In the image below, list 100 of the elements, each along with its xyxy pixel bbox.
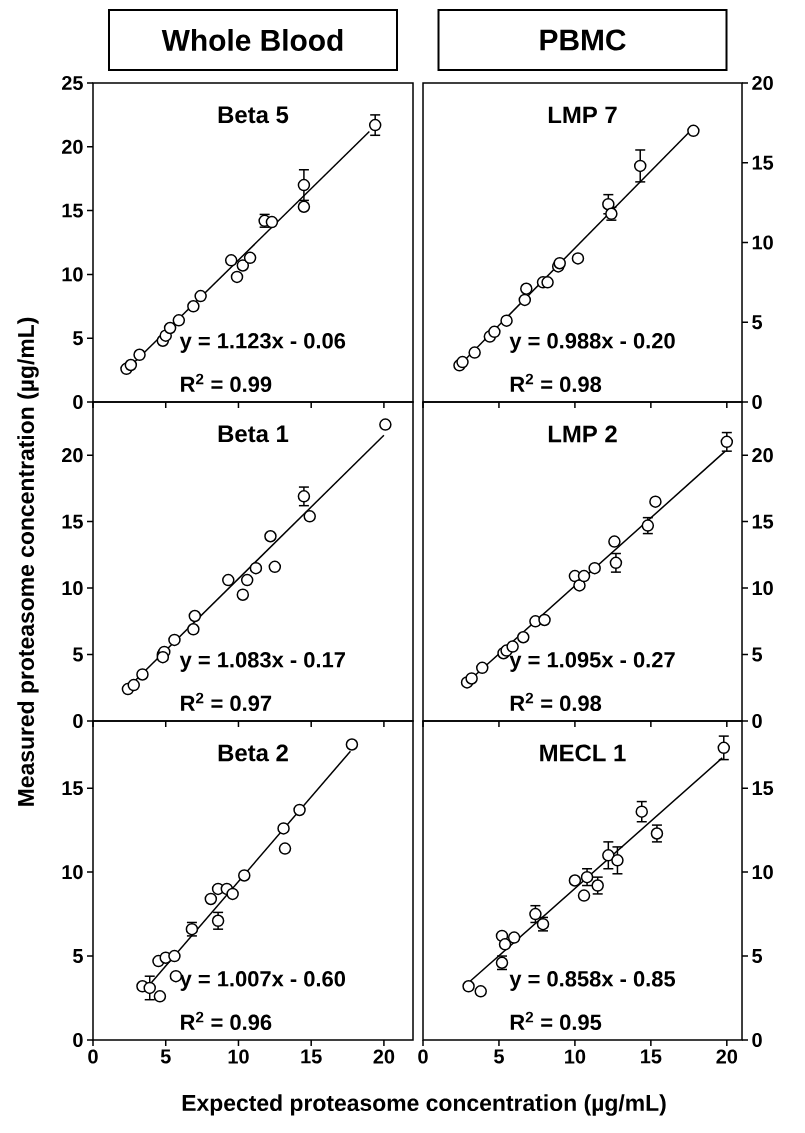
y-tick-label: 5 bbox=[73, 331, 83, 346]
annotation: y = 0.858x - 0.85 bbox=[509, 971, 676, 991]
point bbox=[602, 197, 615, 211]
y-tick-label: 5 bbox=[752, 315, 763, 330]
y-tick-label: 0 bbox=[73, 713, 83, 729]
y-tick-label: 10 bbox=[62, 267, 83, 282]
x-tick-label: 0 bbox=[418, 1049, 428, 1064]
text: MECL 1 bbox=[540, 744, 626, 762]
y-axis-title: Measured proteasome concentration (µg/mL) bbox=[17, 317, 39, 806]
y-tick-label: 5 bbox=[752, 949, 763, 963]
annotation: R$^{2}$ = 0.97 bbox=[181, 692, 272, 712]
point bbox=[517, 631, 530, 644]
annotation: R$^{2}$ = 0.98 bbox=[510, 692, 602, 712]
point bbox=[345, 738, 359, 751]
point bbox=[238, 869, 251, 882]
point bbox=[236, 588, 250, 601]
text: Beta 1 bbox=[218, 425, 289, 443]
point bbox=[500, 314, 513, 327]
text: Beta 2 bbox=[218, 744, 288, 762]
point bbox=[187, 300, 200, 313]
y-tick-label: 10 bbox=[62, 865, 83, 880]
point bbox=[297, 200, 311, 214]
y-tick-label: 15 bbox=[62, 781, 83, 796]
point bbox=[168, 949, 181, 963]
x-tick-label: 20 bbox=[373, 1049, 395, 1064]
point bbox=[127, 678, 140, 692]
y-tick-label: 0 bbox=[752, 394, 762, 410]
y-tick-label: 10 bbox=[752, 865, 773, 880]
x-tick-label: 10 bbox=[228, 1049, 249, 1064]
point bbox=[538, 613, 551, 627]
point bbox=[498, 938, 512, 951]
point bbox=[187, 623, 200, 636]
point bbox=[303, 510, 316, 523]
point bbox=[277, 822, 290, 835]
point bbox=[222, 573, 235, 587]
point bbox=[635, 805, 648, 818]
point bbox=[649, 495, 662, 508]
y-tick-label: 20 bbox=[62, 139, 83, 154]
point bbox=[204, 892, 218, 906]
y-tick-label: 10 bbox=[62, 581, 83, 596]
annotation: y = 1.123x - 0.06 bbox=[179, 333, 346, 353]
point bbox=[136, 668, 149, 681]
y-tick-label: 15 bbox=[62, 514, 83, 529]
y-tick-label: 20 bbox=[752, 75, 773, 91]
point bbox=[506, 640, 519, 653]
point bbox=[143, 981, 156, 995]
x-tick-label: 5 bbox=[494, 1049, 504, 1064]
y-tick-label: 5 bbox=[752, 647, 763, 662]
annotation: R$^{2}$ = 0.95 bbox=[510, 1011, 602, 1031]
y-tick-label: 5 bbox=[73, 647, 83, 662]
point bbox=[465, 672, 478, 685]
point bbox=[265, 215, 279, 229]
point bbox=[194, 289, 207, 303]
point bbox=[568, 874, 582, 887]
point bbox=[224, 254, 238, 267]
annotation: y = 0.988x - 0.20 bbox=[509, 333, 675, 353]
point bbox=[507, 931, 521, 944]
point bbox=[518, 293, 532, 307]
point bbox=[577, 889, 591, 902]
y-tick-label: 5 bbox=[73, 949, 83, 963]
point bbox=[297, 178, 311, 192]
point bbox=[571, 252, 585, 265]
text: Beta 5 bbox=[218, 106, 289, 124]
text: LMP 7 bbox=[548, 106, 617, 124]
chart-title: PBMC bbox=[540, 29, 626, 51]
point bbox=[240, 573, 254, 587]
point bbox=[172, 314, 186, 327]
y-tick-label: 15 bbox=[62, 203, 83, 218]
point bbox=[488, 325, 501, 339]
point bbox=[243, 251, 257, 265]
x-tick-label: 0 bbox=[88, 1049, 98, 1064]
point bbox=[553, 256, 566, 270]
point bbox=[153, 990, 167, 1003]
point bbox=[168, 633, 181, 647]
point bbox=[230, 270, 244, 284]
point bbox=[476, 661, 489, 675]
point bbox=[474, 985, 487, 998]
y-tick-label: 25 bbox=[62, 75, 83, 91]
point bbox=[293, 803, 306, 817]
point bbox=[588, 561, 601, 575]
x-tick-label: 5 bbox=[160, 1049, 171, 1064]
point bbox=[541, 276, 554, 289]
x-tick-label: 20 bbox=[716, 1049, 738, 1064]
point bbox=[368, 118, 382, 132]
point bbox=[163, 321, 177, 335]
point bbox=[520, 282, 533, 295]
y-tick-label: 15 bbox=[752, 514, 774, 529]
point bbox=[633, 159, 647, 173]
annotation: y = 1.083x - 0.17 bbox=[179, 652, 345, 672]
y-tick-label: 10 bbox=[752, 581, 773, 596]
point bbox=[124, 358, 138, 372]
annotation: R$^{2}$ = 0.99 bbox=[181, 373, 272, 393]
annotation: R$^{2}$ = 0.98 bbox=[510, 373, 602, 393]
point bbox=[609, 556, 623, 570]
y-tick-label: 0 bbox=[752, 1032, 762, 1048]
chart-title: Whole Blood bbox=[161, 29, 343, 51]
y-tick-label: 0 bbox=[73, 1032, 83, 1048]
point bbox=[236, 259, 250, 272]
point bbox=[226, 887, 239, 901]
point bbox=[602, 849, 615, 862]
